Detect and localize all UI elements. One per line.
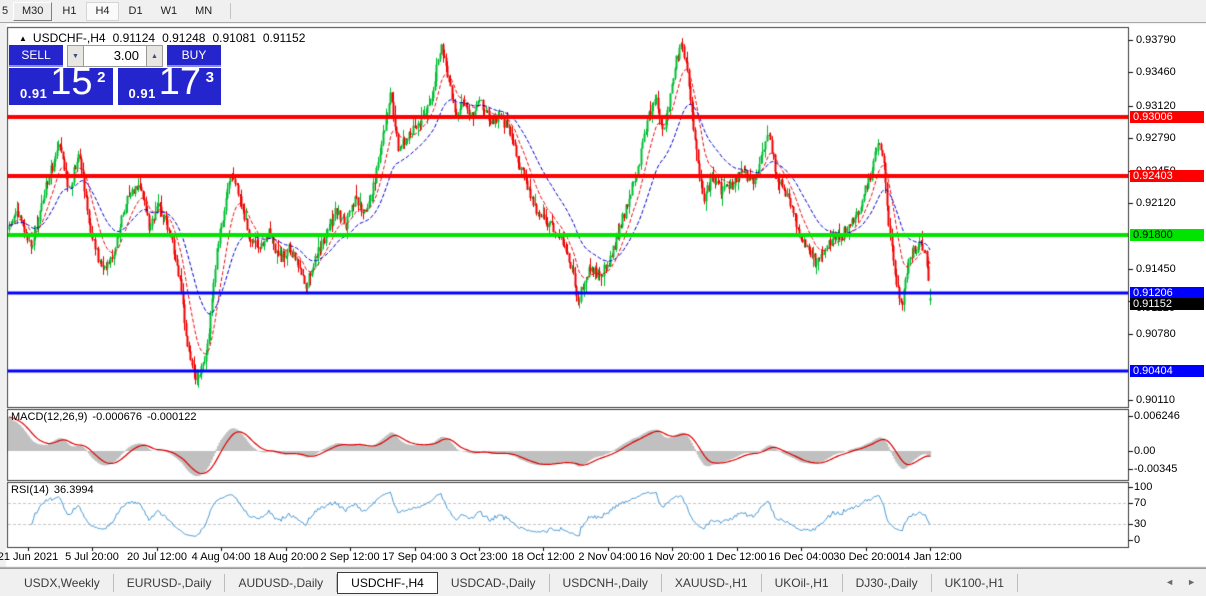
timeframe-button-w1[interactable]: W1 xyxy=(160,5,178,17)
chart-tab-dj30-daily[interactable]: DJ30-,Daily xyxy=(843,574,932,592)
macd-indicator-label: MACD(12,26,9) -0.000676 -0.000122 xyxy=(11,411,202,423)
rsi-value: 36.3994 xyxy=(53,484,94,496)
buy-price-big: 17 xyxy=(158,61,201,103)
chart-symbol-period: USDCHF-,H4 xyxy=(32,31,106,45)
timeframe-button-d1[interactable]: D1 xyxy=(128,5,143,17)
volume-increase-icon[interactable]: ▲ xyxy=(146,45,163,67)
chart-tab-audusd-daily[interactable]: AUDUSD-,Daily xyxy=(225,574,338,592)
chart-close-value: 0.91152 xyxy=(262,31,306,45)
macd-value-1: -0.000676 xyxy=(92,411,142,423)
chart-high-value: 0.91248 xyxy=(162,31,206,45)
chart-title: ▲ USDCHF-,H4 0.91124 0.91248 0.91081 0.9… xyxy=(19,31,312,45)
sell-price-prefix: 0.91 xyxy=(20,86,48,101)
chart-tab-xauusd-h1[interactable]: XAUUSD-,H1 xyxy=(662,574,762,592)
chart-tab-ukoil-h1[interactable]: UKOil-,H1 xyxy=(762,574,843,592)
sell-price-panel[interactable]: 0.91 15 2 xyxy=(9,61,113,105)
toolbar-separator xyxy=(230,3,232,19)
chart-low-value: 0.91081 xyxy=(212,31,256,45)
macd-value-2: -0.000122 xyxy=(146,411,197,423)
rsi-name: RSI(14) xyxy=(11,484,49,496)
tab-scroll-arrows: ◄ ► xyxy=(1165,577,1196,587)
volume-decrease-icon[interactable]: ▼ xyxy=(67,45,84,67)
timeframe-button-mn[interactable]: MN xyxy=(195,5,213,17)
one-click-collapse-icon[interactable]: ▲ xyxy=(19,33,27,43)
timeframe-button-h4[interactable]: H4 xyxy=(86,1,119,21)
chart-tab-eurusd-daily[interactable]: EURUSD-,Daily xyxy=(114,574,226,592)
chart-open-value: 0.91124 xyxy=(112,31,156,45)
sell-price-pip: 2 xyxy=(97,69,106,86)
chart-tab-uk100-h1[interactable]: UK100-,H1 xyxy=(932,574,1018,592)
chart-tab-usdcnh-daily[interactable]: USDCNH-,Daily xyxy=(550,574,662,592)
chart-tab-usdchf-h4[interactable]: USDCHF-,H4 xyxy=(337,572,438,594)
macd-name: MACD(12,26,9) xyxy=(11,411,88,423)
chart-tab-bar: USDX,Weekly EURUSD-,Daily AUDUSD-,Daily USD… xyxy=(0,568,1206,596)
timeframe-toolbar: 5 M30 H1 H4 D1 W1 MN xyxy=(0,0,1206,23)
sell-button[interactable]: SELL xyxy=(9,45,63,67)
chart-tab-usdcad-daily[interactable]: USDCAD-,Daily xyxy=(438,574,550,592)
chart-tab-usdx-weekly[interactable]: USDX,Weekly xyxy=(11,574,114,592)
timeframe-button-m15[interactable]: 5 xyxy=(2,5,9,17)
rsi-indicator-label: RSI(14) 36.3994 xyxy=(11,484,99,496)
timeframe-button-m30[interactable]: M30 xyxy=(13,1,53,21)
sell-price-big: 15 xyxy=(50,61,93,103)
timeframe-button-h1[interactable]: H1 xyxy=(62,5,77,17)
buy-button[interactable]: BUY xyxy=(167,45,221,67)
buy-price-prefix: 0.91 xyxy=(128,86,156,101)
tabs-scroll-left-icon[interactable]: ◄ xyxy=(1165,577,1175,587)
one-click-trading-panel: SELL ▼ 3.00 ▲ BUY 0.91 15 2 0.91 17 3 xyxy=(9,45,221,105)
tabs-scroll-right-icon[interactable]: ► xyxy=(1187,577,1196,587)
volume-input[interactable]: 3.00 xyxy=(84,45,146,67)
buy-price-panel[interactable]: 0.91 17 3 xyxy=(117,61,221,105)
buy-price-pip: 3 xyxy=(205,69,214,86)
